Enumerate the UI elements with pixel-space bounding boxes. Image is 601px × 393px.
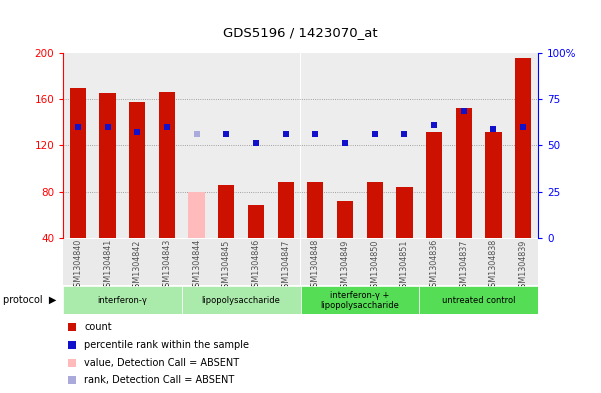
Text: percentile rank within the sample: percentile rank within the sample [85,340,249,350]
Bar [241,53,271,238]
Text: interferon-γ: interferon-γ [97,296,147,305]
Bar [93,53,123,238]
Bar [93,239,123,285]
Bar [63,53,93,238]
Bar [278,182,294,238]
Text: value, Detection Call = ABSENT: value, Detection Call = ABSENT [85,358,240,367]
Bar [508,53,538,238]
Bar [515,58,531,238]
Bar [218,185,234,238]
Bar [449,53,478,238]
Bar [389,239,419,285]
Bar [182,239,212,285]
Bar [271,53,300,238]
Bar [99,94,116,238]
Bar [360,53,389,238]
Bar [241,239,271,285]
Bar [449,239,478,285]
Bar [70,88,86,238]
Bar [478,53,508,238]
Bar [337,201,353,238]
Bar [419,286,538,314]
Bar [212,53,241,238]
Bar [456,108,472,238]
Text: count: count [85,322,112,332]
Bar [367,182,383,238]
Bar [271,239,300,285]
Bar [63,239,93,285]
Bar [212,239,241,285]
Bar [129,101,145,238]
Bar [123,53,152,238]
Bar [63,286,182,314]
Bar [152,239,182,285]
Text: interferon-γ +
lipopolysaccharide: interferon-γ + lipopolysaccharide [320,290,399,310]
Bar [300,286,419,314]
Bar [330,239,360,285]
Bar [300,239,330,285]
Bar [360,239,389,285]
Bar [419,53,449,238]
Text: GDS5196 / 1423070_at: GDS5196 / 1423070_at [223,26,378,39]
Bar [396,187,412,238]
Bar [307,182,323,238]
Bar [508,239,538,285]
Bar [419,239,449,285]
Bar [485,132,502,238]
Bar [189,191,205,238]
Bar [182,286,300,314]
Bar [152,53,182,238]
Bar [330,53,360,238]
Bar [182,53,212,238]
Text: untreated control: untreated control [442,296,515,305]
Bar [123,239,152,285]
Text: protocol  ▶: protocol ▶ [3,295,56,305]
Bar [300,53,330,238]
Bar [159,92,175,238]
Text: rank, Detection Call = ABSENT: rank, Detection Call = ABSENT [85,375,235,385]
Text: lipopolysaccharide: lipopolysaccharide [202,296,281,305]
Bar [426,132,442,238]
Bar [389,53,419,238]
Bar [248,206,264,238]
Bar [478,239,508,285]
